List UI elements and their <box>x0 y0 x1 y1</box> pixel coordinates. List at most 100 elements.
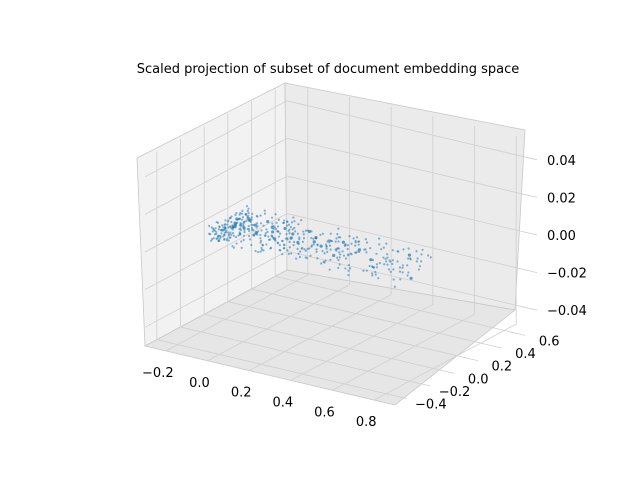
scatter-point <box>365 241 369 244</box>
scatter-point <box>231 232 235 235</box>
z-tick-label: −0.04 <box>547 304 587 319</box>
scatter-point <box>227 226 230 229</box>
scatter-point <box>215 230 218 234</box>
scatter-point <box>304 249 307 252</box>
scatter-point <box>386 256 389 259</box>
scatter-point <box>266 230 269 234</box>
scatter-point <box>279 232 282 235</box>
scatter-point <box>304 229 308 232</box>
scatter-point <box>375 266 378 269</box>
scatter-point <box>234 213 237 216</box>
scatter-point <box>409 276 413 280</box>
scatter-point <box>263 234 266 237</box>
scatter-point <box>316 243 319 246</box>
scatter-point <box>238 228 241 231</box>
scatter-point <box>290 221 294 224</box>
scatter-point <box>259 237 262 240</box>
scatter-point <box>262 249 265 252</box>
scatter-point <box>217 221 220 224</box>
scatter-point <box>240 246 243 249</box>
scatter-point <box>369 258 373 262</box>
scatter-point <box>325 245 328 248</box>
scatter-point <box>217 239 220 242</box>
scatter-point <box>362 269 365 272</box>
scatter-point <box>392 278 395 281</box>
x-tick-label: 0.0 <box>189 376 210 391</box>
scatter-point <box>407 271 410 274</box>
scatter-point <box>357 243 360 246</box>
scatter-point <box>389 270 392 273</box>
scatter-point <box>289 252 293 255</box>
scatter-point <box>332 253 336 258</box>
scatter-point <box>293 240 296 244</box>
scatter-point <box>385 242 388 245</box>
scatter-point <box>308 247 311 250</box>
scatter-point <box>346 244 350 247</box>
scatter-point <box>386 263 389 266</box>
scatter-point <box>298 236 301 239</box>
scatter-point <box>285 233 288 236</box>
scatter-point <box>237 234 240 237</box>
scatter-point <box>302 237 306 240</box>
scatter-point <box>347 269 350 272</box>
scatter-point <box>266 220 270 224</box>
scatter-point <box>230 220 233 224</box>
scatter-point <box>270 234 273 237</box>
scatter-point <box>274 239 277 242</box>
scatter-point <box>344 257 348 260</box>
scatter-point <box>329 258 332 261</box>
scatter-point <box>288 232 291 235</box>
scatter-point <box>401 266 404 270</box>
scatter-point <box>347 254 350 257</box>
scatter-point <box>245 212 248 216</box>
scatter-point <box>358 250 361 253</box>
scatter-point <box>274 228 278 231</box>
scatter-point <box>224 226 227 229</box>
scatter-point <box>371 274 374 277</box>
scatter-point <box>401 271 404 274</box>
scatter-point <box>357 248 362 252</box>
z-tick-label: 0.02 <box>547 191 576 206</box>
scatter-point <box>382 256 385 259</box>
y-tick-label: 0.0 <box>468 372 489 387</box>
scatter-point <box>228 233 231 236</box>
scatter-point <box>276 225 280 228</box>
scatter-point <box>278 244 281 247</box>
scatter-point <box>310 236 313 240</box>
scatter-point <box>242 225 245 228</box>
scatter-point <box>241 209 244 213</box>
scatter-point <box>369 247 372 250</box>
scatter-point <box>378 243 381 246</box>
scatter-point <box>289 225 292 229</box>
scatter-point <box>270 216 274 219</box>
scatter-point <box>251 223 255 227</box>
scatter-point <box>259 241 262 244</box>
scatter-point <box>342 254 346 257</box>
scatter-point <box>371 265 374 268</box>
scatter-point <box>327 239 330 242</box>
z-tick-label: 0.04 <box>547 154 576 169</box>
scatter-point <box>261 243 264 247</box>
scatter-point <box>235 222 238 225</box>
scatter-point <box>293 220 296 223</box>
scatter-point <box>310 245 313 248</box>
scatter-point <box>407 247 410 250</box>
scatter-point <box>352 237 355 240</box>
scatter-point <box>398 266 402 269</box>
scatter-point <box>364 238 367 241</box>
scatter-point <box>288 240 291 244</box>
scatter-point <box>260 246 263 250</box>
scatter-point <box>397 250 400 253</box>
scatter-point <box>285 224 289 227</box>
scatter-point <box>247 211 250 215</box>
scatter-point <box>348 234 351 238</box>
scatter-point <box>406 274 409 277</box>
scatter-point <box>389 260 392 263</box>
scatter-point <box>374 270 377 274</box>
scatter-point <box>386 253 389 256</box>
scatter-point <box>242 234 245 237</box>
scatter-point <box>246 209 249 213</box>
scatter-point <box>363 248 366 251</box>
scatter-point <box>324 243 328 246</box>
scatter-point <box>238 218 241 221</box>
